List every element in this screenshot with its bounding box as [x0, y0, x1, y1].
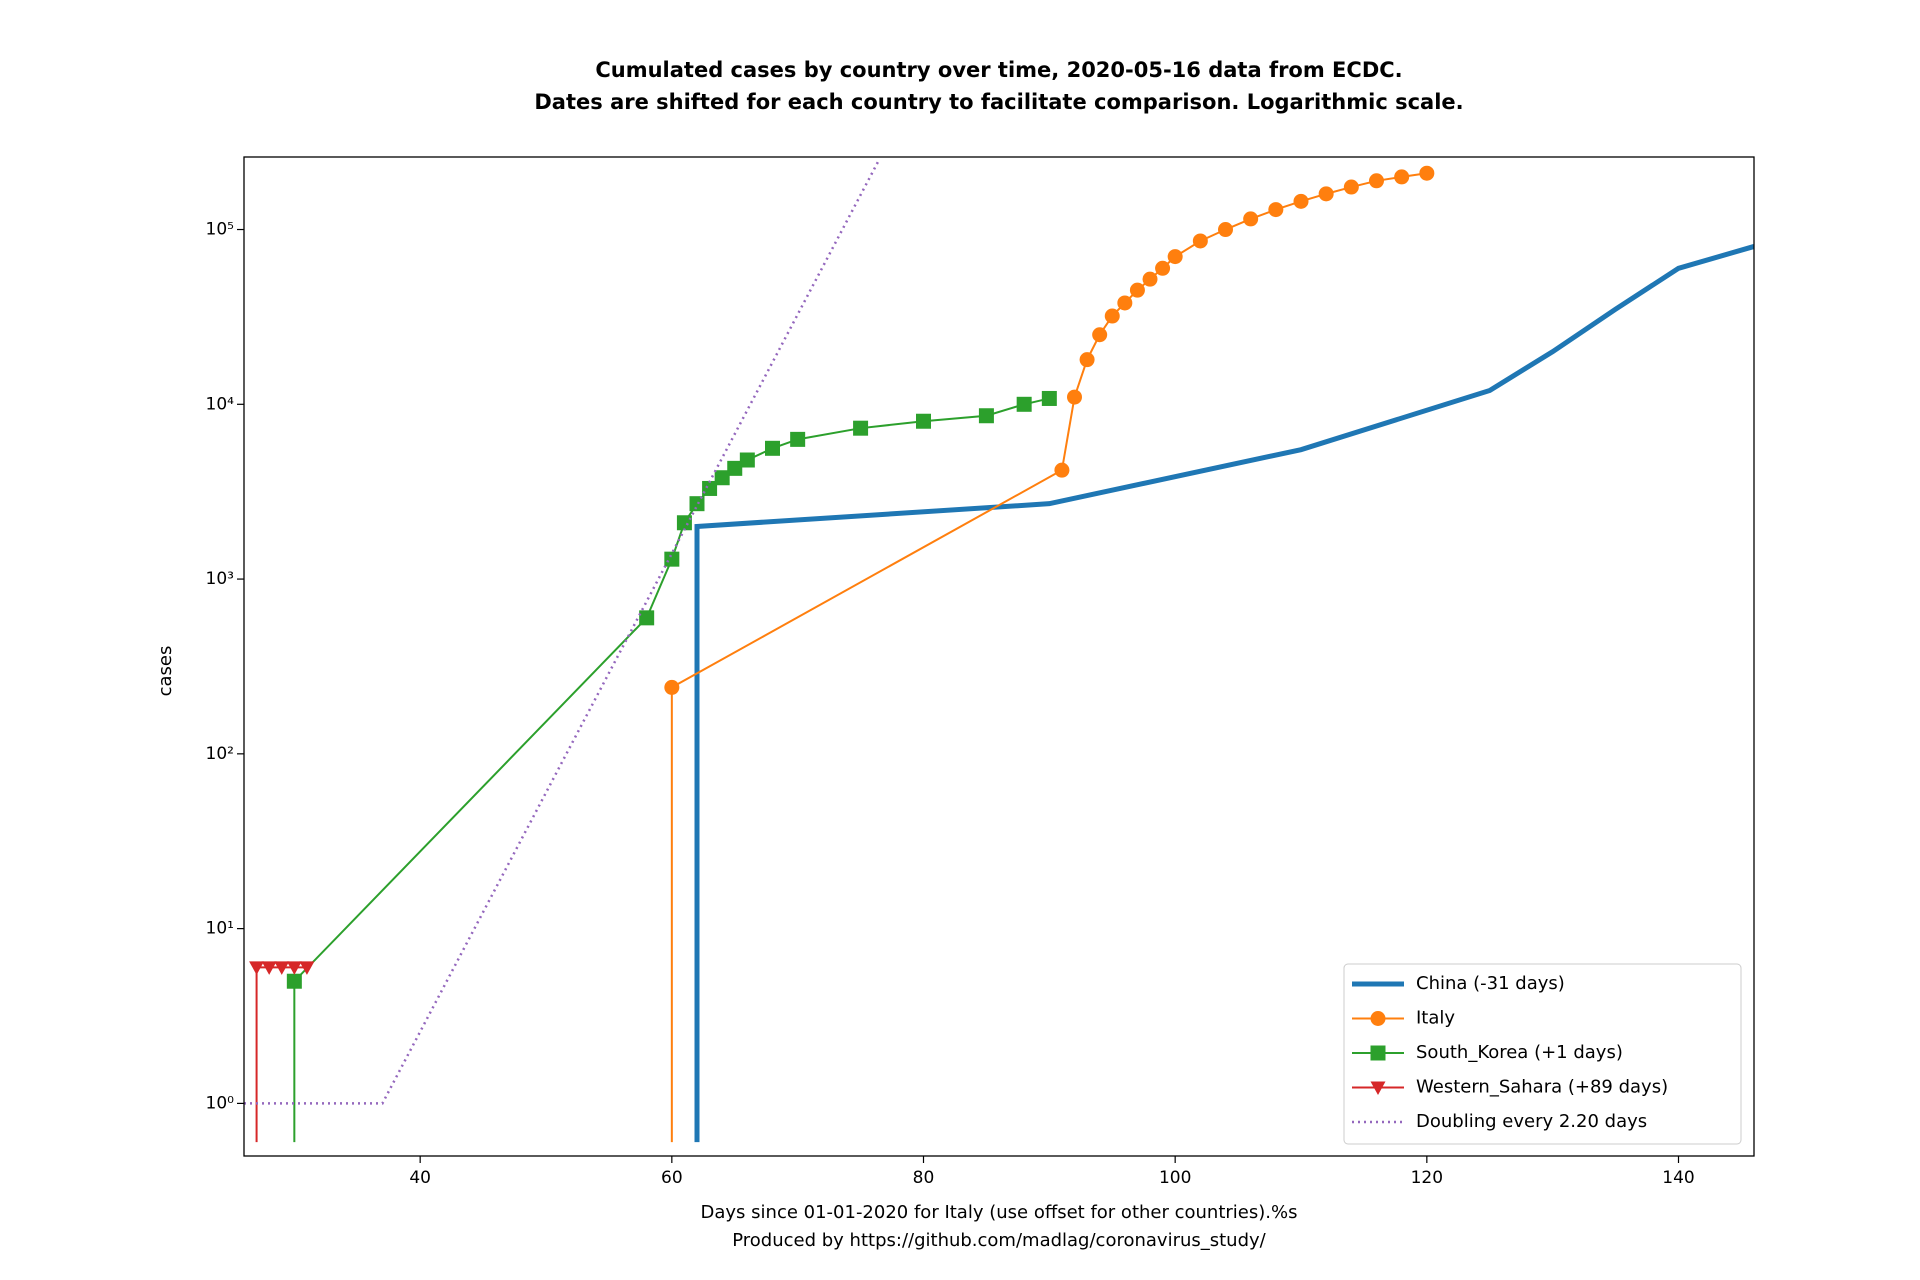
plot-area	[244, 158, 1754, 1143]
x-axis-note: Produced by https://github.com/madlag/co…	[732, 1230, 1266, 1251]
marker	[1370, 1011, 1386, 1026]
marker	[978, 408, 994, 424]
marker	[1268, 202, 1284, 218]
x-axis-label: Days since 01-01-2020 for Italy (use off…	[701, 1202, 1298, 1223]
marker	[1243, 211, 1259, 227]
marker	[664, 551, 680, 567]
x-tick-label: 100	[1159, 1168, 1191, 1188]
marker	[1104, 308, 1120, 324]
marker	[714, 470, 730, 486]
marker	[853, 420, 869, 436]
y-tick-label: 10⁴	[206, 394, 235, 414]
marker	[639, 610, 655, 626]
legend-box	[1343, 963, 1742, 1145]
y-tick-label: 10³	[206, 569, 234, 589]
marker	[1041, 390, 1057, 406]
y-tick-label: 10⁰	[206, 1093, 235, 1113]
y-tick-label: 10⁵	[206, 220, 234, 240]
marker	[261, 961, 277, 975]
marker	[765, 440, 780, 456]
marker	[727, 460, 743, 476]
marker	[1318, 186, 1334, 202]
marker	[739, 452, 755, 468]
y-tick-label: 10¹	[206, 919, 234, 939]
marker	[689, 496, 705, 512]
marker	[1129, 282, 1145, 298]
marker	[702, 480, 718, 496]
marker	[676, 515, 692, 531]
legend-label: South_Korea (+1 days)	[1416, 1042, 1623, 1063]
chart-title: Cumulated cases by country over time, 20…	[595, 58, 1402, 82]
plot-frame	[243, 156, 1755, 1157]
x-tick-label: 60	[661, 1168, 683, 1188]
x-tick-label: 80	[913, 1168, 935, 1188]
legend-label: Doubling every 2.20 days	[1416, 1111, 1647, 1132]
marker	[1218, 222, 1233, 238]
marker	[249, 961, 265, 975]
legend-label: Western_Sahara (+89 days)	[1416, 1077, 1668, 1098]
series-line	[244, 158, 881, 1105]
marker	[286, 961, 302, 975]
x-tick-label: 40	[409, 1168, 431, 1188]
marker	[1117, 295, 1133, 311]
marker	[1419, 165, 1435, 181]
y-axis-label: cases	[155, 646, 176, 697]
marker	[1054, 462, 1070, 478]
marker	[1369, 173, 1384, 189]
marker	[1016, 396, 1032, 412]
series-line	[694, 244, 1754, 1143]
marker	[1155, 260, 1171, 276]
marker	[1370, 1045, 1386, 1061]
marker	[274, 961, 290, 975]
marker	[1142, 271, 1158, 287]
marker	[1370, 1081, 1386, 1095]
x-tick-label: 140	[1662, 1168, 1694, 1188]
marker	[1343, 179, 1359, 195]
legend-label: Italy	[1416, 1008, 1455, 1029]
marker	[1192, 233, 1208, 249]
marker	[790, 431, 806, 447]
marker	[299, 961, 315, 975]
chart-subtitle: Dates are shifted for each country to fa…	[534, 90, 1463, 114]
series-line	[670, 172, 1427, 1143]
marker	[1293, 193, 1309, 209]
y-tick-label: 10²	[206, 744, 234, 764]
marker	[1067, 389, 1082, 405]
marker	[1167, 249, 1183, 265]
legend-label: China (-31 days)	[1416, 973, 1565, 994]
marker	[916, 413, 931, 429]
marker	[1394, 169, 1410, 185]
x-tick-label: 120	[1411, 1168, 1443, 1188]
marker	[286, 973, 302, 989]
marker	[1092, 327, 1108, 343]
marker	[1079, 352, 1095, 368]
marker	[664, 679, 680, 695]
